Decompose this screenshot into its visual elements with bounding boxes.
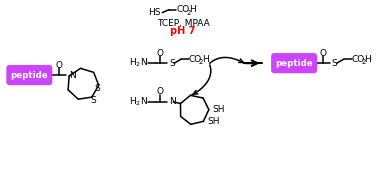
Text: H: H	[189, 5, 196, 14]
Text: H$_2$N: H$_2$N	[129, 96, 148, 108]
Text: CO: CO	[189, 55, 202, 64]
Text: O: O	[157, 87, 164, 96]
Text: O: O	[56, 61, 63, 70]
Text: HS: HS	[148, 8, 160, 17]
Text: SH: SH	[208, 117, 220, 126]
Text: 2: 2	[186, 10, 191, 16]
Text: H: H	[364, 55, 371, 64]
Text: S: S	[90, 96, 96, 105]
Text: S: S	[169, 59, 175, 68]
Text: peptide: peptide	[275, 59, 313, 68]
Text: CO: CO	[352, 55, 365, 64]
Text: H$_2$N: H$_2$N	[129, 57, 148, 69]
Text: S: S	[332, 59, 338, 68]
FancyBboxPatch shape	[272, 54, 316, 73]
Text: H: H	[202, 55, 209, 64]
Text: TCEP, MPAA: TCEP, MPAA	[156, 19, 209, 28]
Text: 2: 2	[362, 59, 366, 65]
FancyBboxPatch shape	[7, 66, 52, 84]
Text: CO: CO	[176, 5, 189, 14]
Text: S: S	[95, 84, 101, 93]
Text: SH: SH	[213, 105, 225, 114]
Text: pH 7: pH 7	[170, 27, 196, 36]
Text: N: N	[169, 97, 176, 106]
Text: O: O	[157, 49, 164, 58]
Text: O: O	[319, 49, 326, 58]
Text: N: N	[69, 71, 76, 80]
Text: peptide: peptide	[11, 71, 48, 80]
Text: 2: 2	[199, 59, 203, 65]
